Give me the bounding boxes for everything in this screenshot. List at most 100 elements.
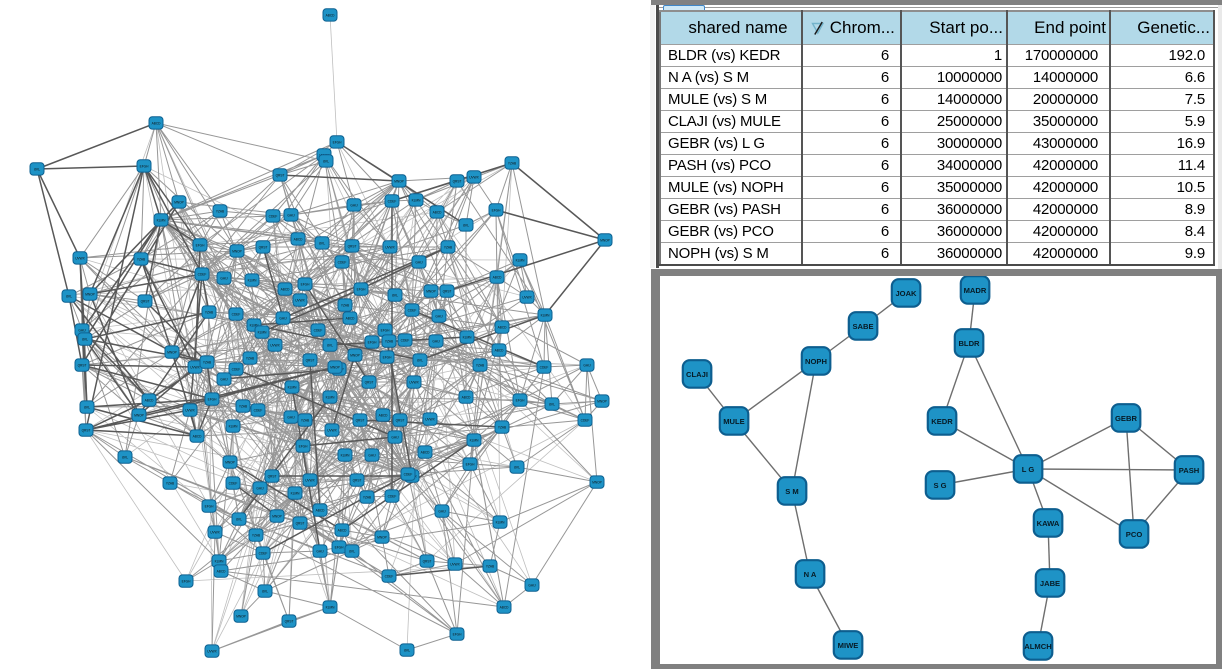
svg-text:S G: S G [933, 481, 946, 490]
svg-text:YZAB: YZAB [486, 564, 494, 568]
svg-text:GHIJ: GHIJ [316, 549, 324, 553]
svg-text:ABCD: ABCD [346, 316, 356, 320]
svg-text:KLMN: KLMN [326, 605, 336, 609]
svg-text:EFGH: EFGH [333, 140, 343, 144]
svg-text:CDEF: CDEF [388, 199, 397, 203]
svg-text:KEDR: KEDR [931, 417, 953, 426]
svg-text:KLMN: KLMN [470, 438, 480, 442]
svg-text:KLMN: KLMN [291, 491, 301, 495]
svg-text:QRST: QRST [78, 363, 87, 367]
svg-text:UVWX: UVWX [409, 380, 419, 384]
svg-text:ABCD: ABCD [498, 325, 508, 329]
svg-text:BLDR: BLDR [958, 339, 980, 348]
svg-text:QRST: QRST [82, 428, 91, 432]
svg-text:MNOP: MNOP [134, 413, 144, 417]
svg-text:ALMCH: ALMCH [1024, 642, 1051, 651]
svg-text:QRST: QRST [453, 179, 462, 183]
svg-text:KLMN: KLMN [496, 520, 506, 524]
svg-text:GHIJ: GHIJ [350, 203, 358, 207]
svg-text:MNOP: MNOP [232, 249, 242, 253]
svg-text:KLMN: KLMN [250, 323, 260, 327]
svg-text:YZAB: YZAB [444, 245, 452, 249]
svg-text:ABCD: ABCD [294, 237, 304, 241]
svg-text:JABE: JABE [1040, 579, 1060, 588]
svg-text:UVWX: UVWX [385, 245, 395, 249]
svg-text:GHIJ: GHIJ [391, 435, 399, 439]
svg-text:CDEF: CDEF [581, 418, 590, 422]
svg-text:CDEF: CDEF [269, 214, 278, 218]
svg-text:IJKL: IJKL [327, 343, 334, 347]
svg-text:GHIJ: GHIJ [287, 213, 295, 217]
svg-text:MADR: MADR [964, 286, 987, 295]
svg-text:UVWX: UVWX [185, 408, 195, 412]
svg-text:ABCD: ABCD [462, 395, 472, 399]
svg-text:MIWE: MIWE [838, 641, 859, 650]
svg-text:UVWX: UVWX [469, 175, 479, 179]
svg-text:PCO: PCO [1126, 530, 1143, 539]
svg-text:GHIJ: GHIJ [287, 415, 295, 419]
svg-text:KLMN: KLMN [412, 198, 422, 202]
svg-text:MNOP: MNOP [600, 238, 610, 242]
svg-text:YZAB: YZAB [239, 404, 247, 408]
svg-text:YZAB: YZAB [498, 425, 506, 429]
svg-text:UVWX: UVWX [425, 417, 435, 421]
svg-text:YZAB: YZAB [246, 356, 254, 360]
svg-text:GEBR: GEBR [1115, 414, 1137, 423]
svg-text:CDEF: CDEF [232, 312, 241, 316]
svg-text:YZAB: YZAB [203, 360, 211, 364]
svg-text:IJKL: IJKL [463, 223, 470, 227]
svg-text:IJKL: IJKL [417, 358, 424, 362]
svg-text:ABCD: ABCD [281, 287, 291, 291]
svg-text:JOAK: JOAK [895, 289, 917, 298]
svg-text:UVWX: UVWX [190, 365, 200, 369]
svg-text:MNOP: MNOP [167, 350, 177, 354]
svg-text:IJKL: IJKL [122, 455, 129, 459]
svg-text:CLAJI: CLAJI [686, 370, 708, 379]
svg-text:KLMN: KLMN [157, 218, 167, 222]
svg-text:CDEF: CDEF [314, 328, 323, 332]
svg-text:UVWX: UVWX [207, 649, 217, 653]
svg-text:UVWX: UVWX [327, 428, 337, 432]
svg-text:YZAB: YZAB [301, 418, 309, 422]
svg-text:IJKL: IJKL [34, 167, 41, 171]
svg-text:GHIJ: GHIJ [368, 453, 376, 457]
svg-text:ABCD: ABCD [421, 450, 431, 454]
svg-text:EFGH: EFGH [357, 287, 367, 291]
svg-text:QRST: QRST [396, 418, 405, 422]
svg-text:EFGH: EFGH [368, 340, 378, 344]
svg-text:EFGH: EFGH [196, 243, 206, 247]
svg-text:UVWX: UVWX [270, 343, 280, 347]
svg-text:QRST: QRST [443, 289, 452, 293]
svg-text:GHIJ: GHIJ [435, 314, 443, 318]
svg-text:KLMN: KLMN [215, 559, 225, 563]
svg-text:YZAB: YZAB [363, 495, 371, 499]
svg-text:EFGH: EFGH [383, 355, 393, 359]
svg-text:GHIJ: GHIJ [528, 583, 536, 587]
svg-text:UVWX: UVWX [305, 478, 315, 482]
svg-text:KLMN: KLMN [288, 385, 298, 389]
svg-text:MNOP: MNOP [272, 514, 282, 518]
svg-text:MNOP: MNOP [592, 480, 602, 484]
svg-text:ABCD: ABCD [338, 528, 348, 532]
svg-text:GHIJ: GHIJ [438, 509, 446, 513]
svg-text:YZAB: YZAB [252, 533, 260, 537]
svg-text:L G: L G [1022, 465, 1035, 474]
svg-text:UVWX: UVWX [75, 256, 85, 260]
svg-text:QRST: QRST [268, 474, 277, 478]
svg-text:EFGH: EFGH [299, 444, 309, 448]
svg-text:CDEF: CDEF [198, 272, 207, 276]
svg-text:EFGH: EFGH [492, 208, 502, 212]
svg-text:ABCD: ABCD [379, 413, 389, 417]
svg-text:QRST: QRST [296, 521, 305, 525]
svg-text:PASH: PASH [1179, 466, 1200, 475]
svg-text:ABCD: ABCD [152, 121, 162, 125]
svg-text:IJKL: IJKL [549, 402, 556, 406]
svg-text:CDEF: CDEF [404, 472, 413, 476]
svg-text:EFGH: EFGH [381, 328, 391, 332]
svg-text:YZAB: YZAB [205, 310, 213, 314]
svg-text:MULE: MULE [723, 417, 745, 426]
svg-text:ABCD: ABCD [493, 275, 503, 279]
svg-text:MNOP: MNOP [330, 365, 340, 369]
svg-text:KLMN: KLMN [229, 424, 239, 428]
svg-text:ABCD: ABCD [145, 398, 155, 402]
